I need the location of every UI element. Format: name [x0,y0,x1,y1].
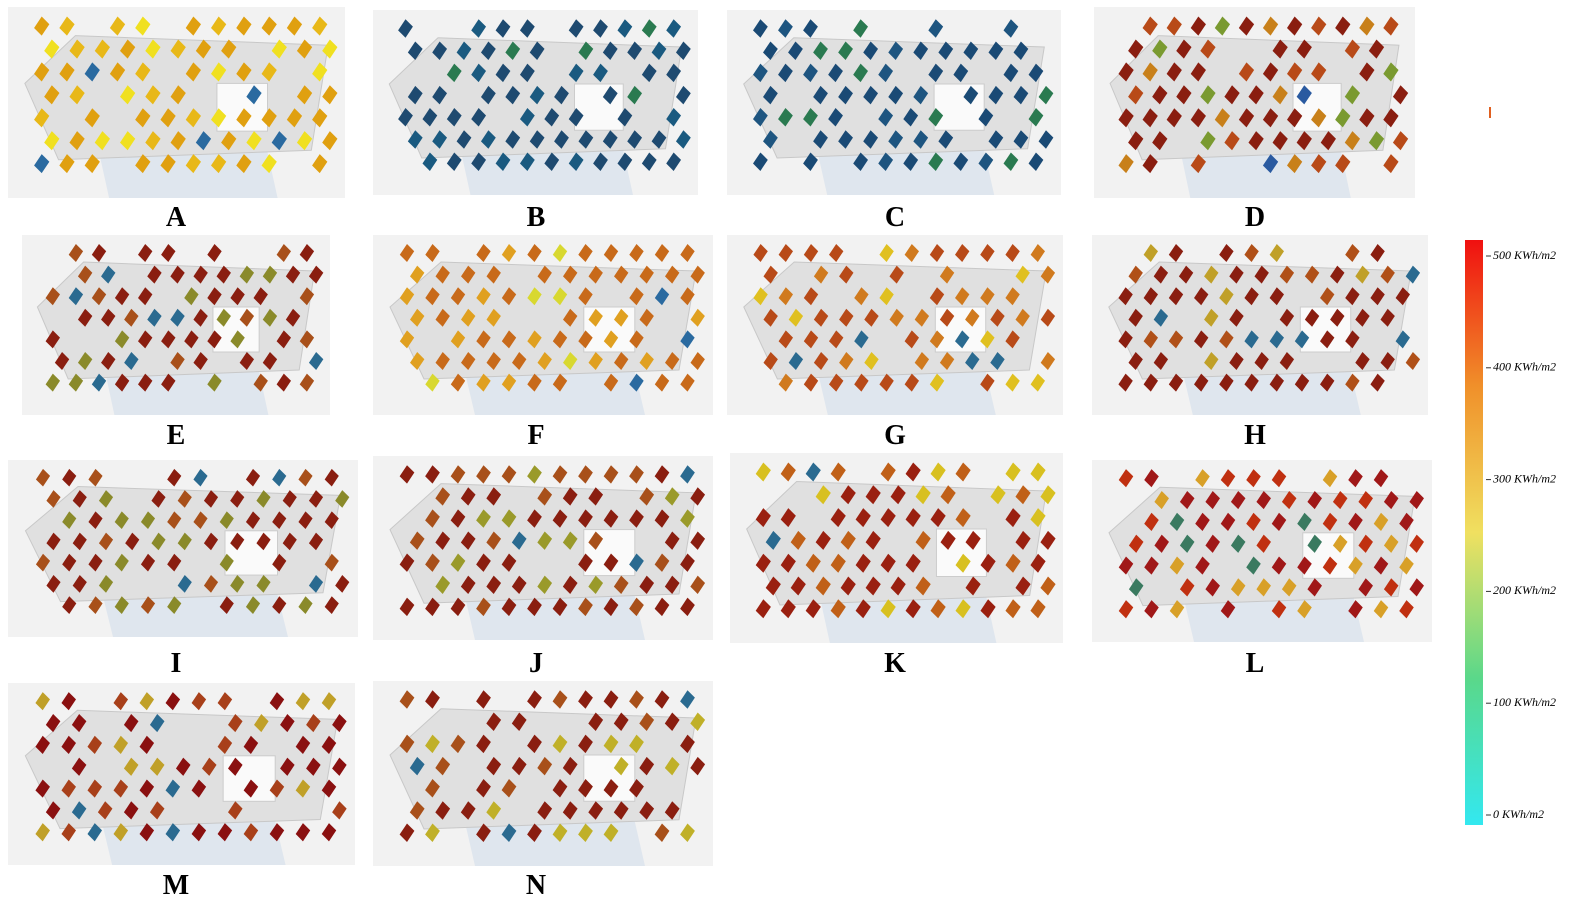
tick-label: 300 KWh/m2 [1492,471,1556,485]
panel-label: I [146,648,206,680]
render [1092,460,1432,642]
panel-label: F [506,420,566,452]
render [727,235,1063,415]
panel-label: A [146,202,206,234]
opening [575,84,624,130]
colorbar-bar [1465,240,1483,825]
render [8,683,355,865]
panel-label: C [865,202,925,234]
tick-label: 500 KWh/m2 [1493,248,1556,262]
opening [934,84,984,130]
render [22,235,330,415]
render [373,235,713,415]
render [8,460,358,637]
render [373,456,713,640]
tick-label: 0 KWh/m2 [1493,807,1544,821]
panel-label: L [1225,648,1285,680]
panel-label: B [506,202,566,234]
panel-label: M [146,870,206,902]
tick-label: 100 KWh/m2 [1493,695,1556,709]
render [730,453,1063,643]
panel-label: H [1225,420,1285,452]
render [373,10,698,195]
tick-label: 400 KWh/m2 [1493,360,1556,374]
panel-label: K [865,648,925,680]
render [727,10,1061,195]
panel-label: J [506,648,566,680]
opening [225,531,278,575]
render [8,7,345,198]
panel-label: E [146,420,206,452]
figure: 500 KWh/m2 400 KWh/m2 300 KWh/m2 200 KWh/m2… [0,0,1572,907]
render [373,681,713,866]
tick-label: 200 KWh/m2 [1493,583,1556,597]
panel-label: N [506,870,566,902]
panel-label: G [865,420,925,452]
panel-label: D [1225,202,1285,234]
render [1094,7,1415,198]
render [1092,235,1428,415]
